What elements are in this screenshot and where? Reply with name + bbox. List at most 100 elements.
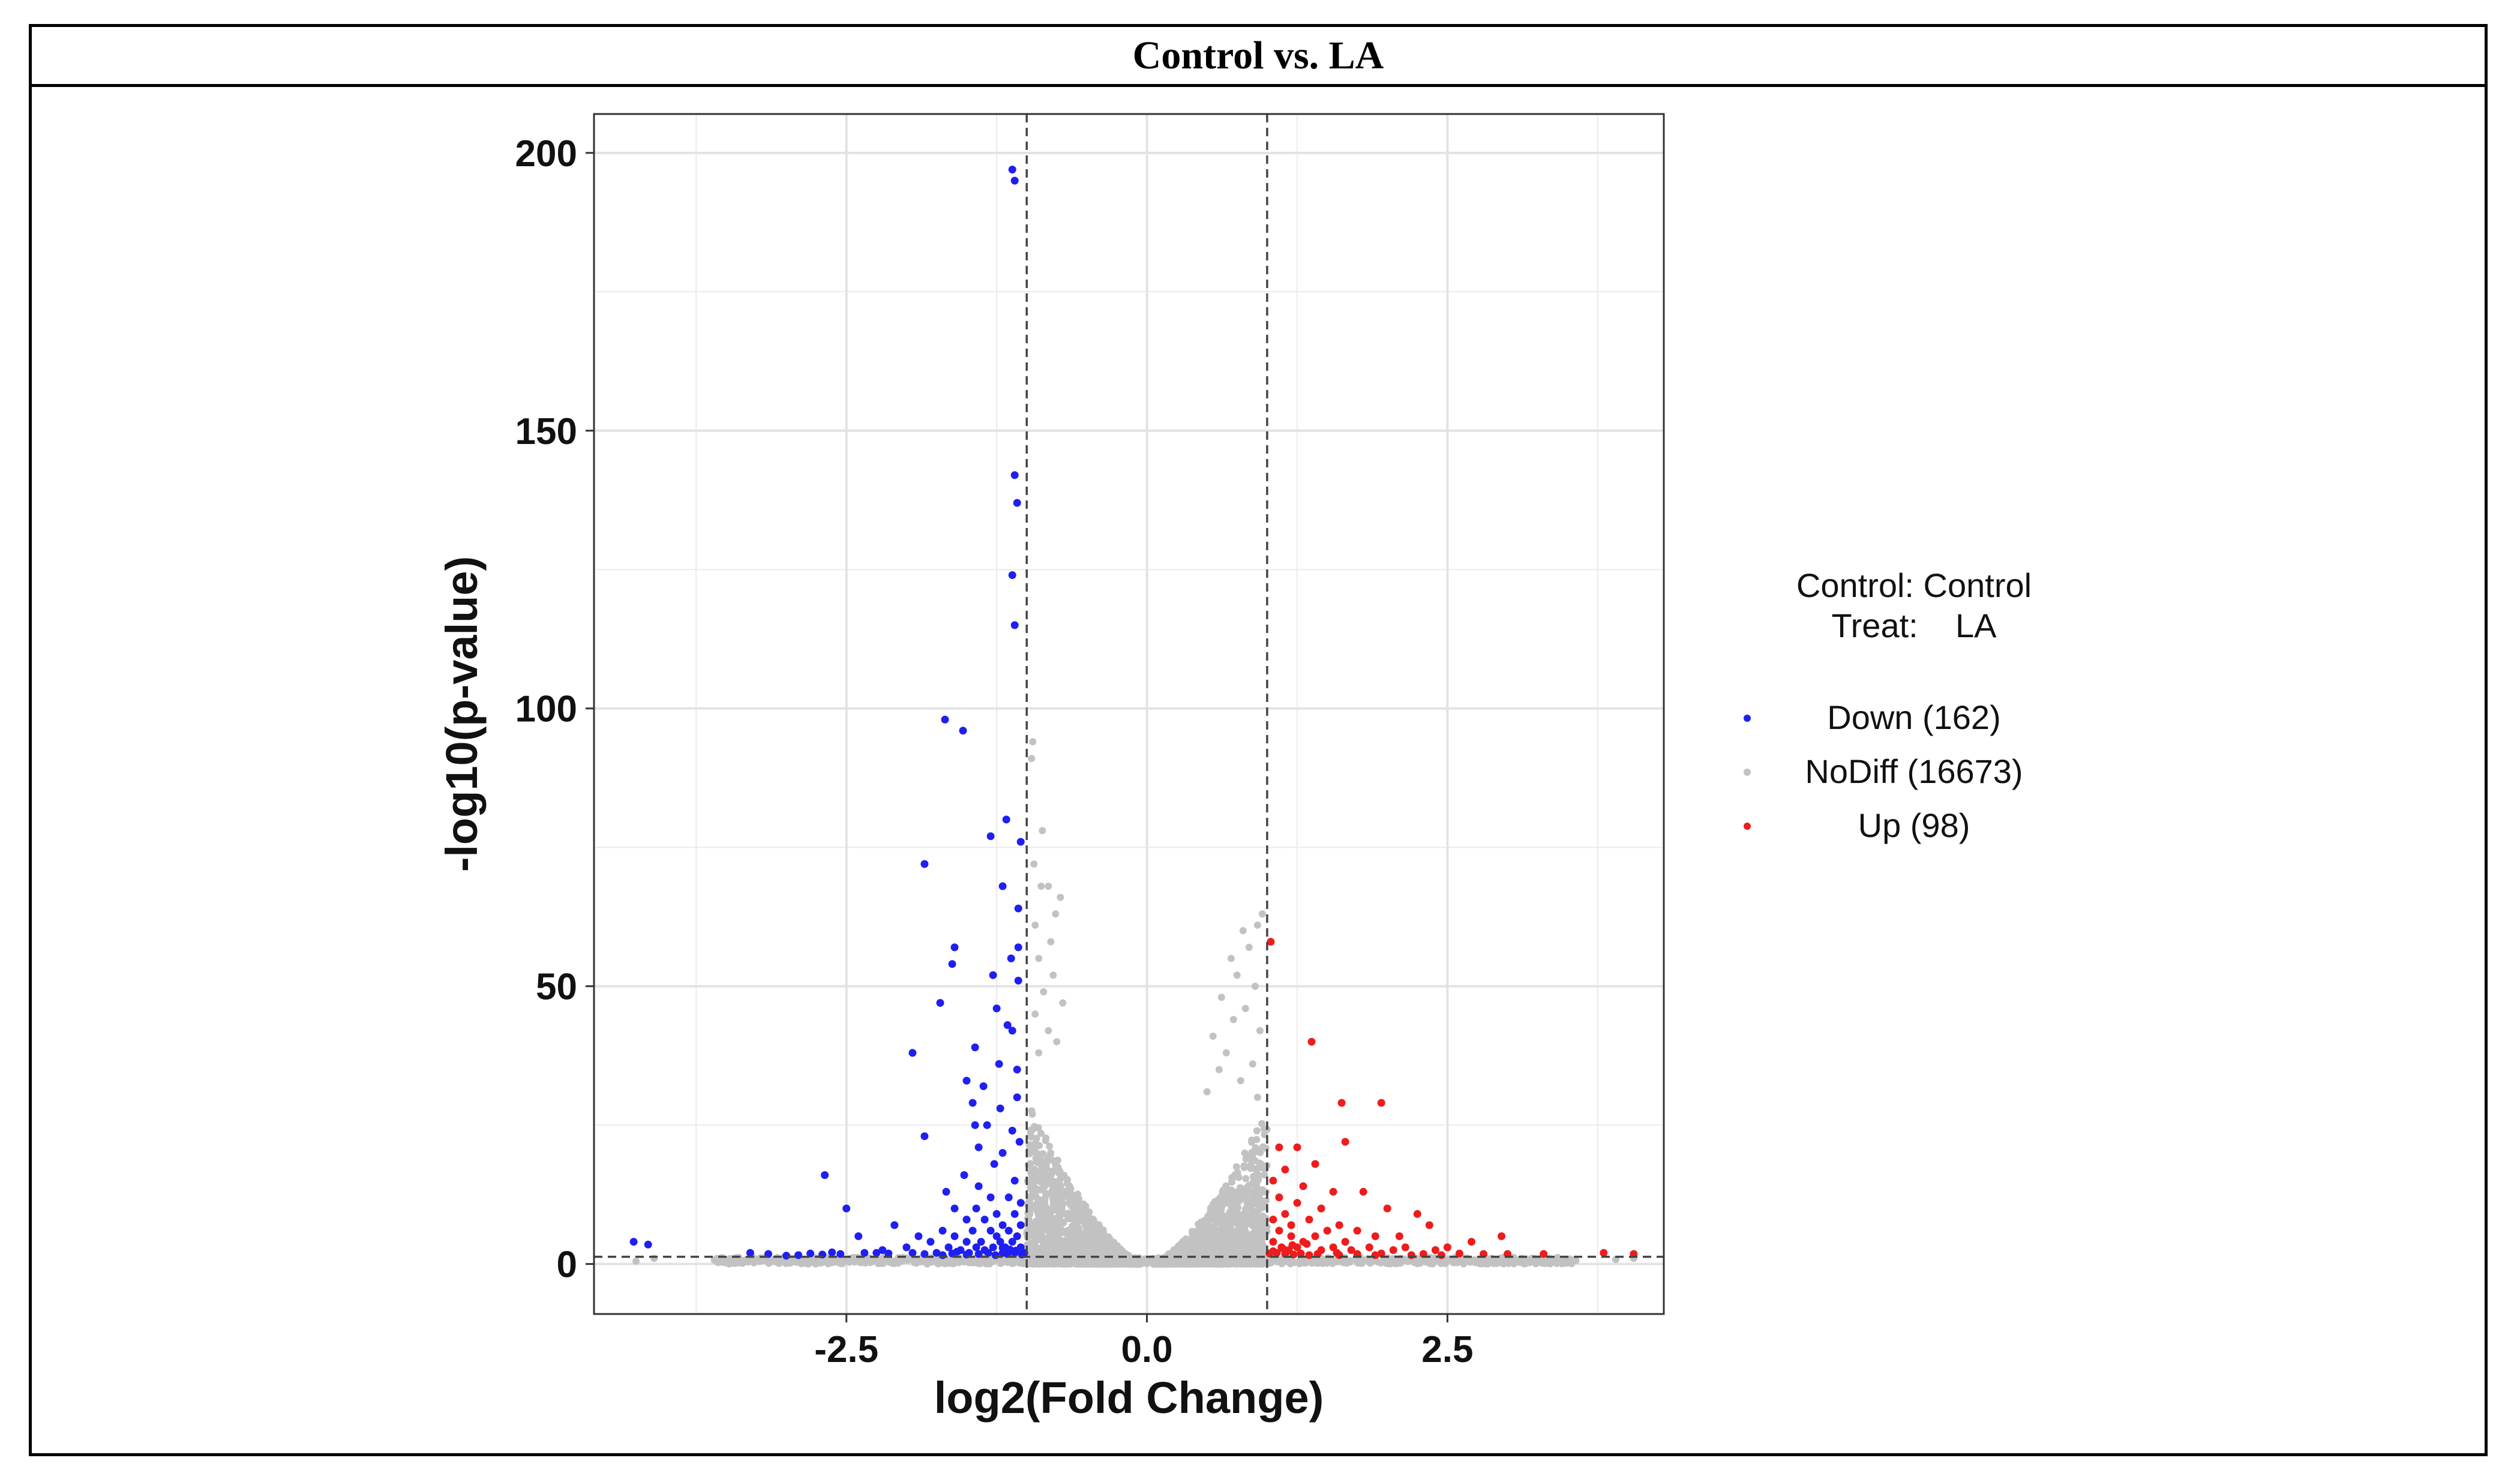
nodiff-point [1035,955,1043,962]
nodiff-point [1087,1241,1094,1249]
up-point [1279,1244,1287,1253]
nodiff-point [1025,1226,1033,1233]
down-point [821,1171,829,1179]
down-point [992,1004,1001,1013]
up-point [1600,1249,1608,1257]
nodiff-point [1037,1260,1044,1267]
down-point [1008,1126,1016,1135]
up-point [1335,1251,1343,1259]
nodiff-point [1046,1142,1053,1150]
down-point [948,960,956,968]
nodiff-point [1207,1208,1214,1216]
up-point [1275,1143,1283,1151]
legend-label-nodiff: NoDiff (16673) [1805,752,2023,790]
nodiff-point [1036,1229,1043,1237]
nodiff-point [1253,1127,1261,1135]
legend-header-treat: Treat: LA [1832,607,1997,644]
down-point [974,1143,983,1151]
nodiff-point [904,1256,911,1264]
nodiff-point [1070,1241,1078,1249]
nodiff-point [1289,1258,1296,1265]
nodiff-point [1037,1245,1045,1253]
down-point [962,1076,971,1085]
nodiff-point [925,1256,932,1264]
x-tick-label: 2.5 [1421,1329,1473,1370]
nodiff-point [1031,1170,1039,1178]
down-point [878,1246,887,1254]
nodiff-point [856,1256,863,1264]
up-point [1395,1232,1403,1240]
down-point [1010,1177,1019,1185]
up-point [1540,1250,1548,1258]
up-point [1288,1241,1297,1249]
nodiff-point [1028,755,1036,763]
nodiff-point [1240,1163,1248,1171]
nodiff-point [813,1259,821,1266]
down-point [1004,1193,1013,1202]
nodiff-point [1101,1232,1109,1240]
nodiff-point [1238,1216,1246,1223]
down-point [1012,1246,1020,1255]
nodiff-point [1043,1255,1051,1262]
up-point [1305,1251,1313,1259]
down-point [996,1238,1004,1246]
down-point [782,1252,790,1260]
nodiff-point [1058,1226,1066,1234]
down-point [908,1049,917,1057]
up-point [1413,1210,1421,1218]
nodiff-point [1215,1233,1223,1240]
down-point [944,1243,953,1252]
nodiff-point [1219,1186,1227,1194]
up-point [1377,1099,1385,1107]
up-point [1341,1138,1349,1146]
nodiff-point [1229,1247,1237,1255]
nodiff-point [986,1259,993,1267]
nodiff-point [949,1260,956,1268]
up-point [1281,1165,1289,1174]
nodiff-point [875,1260,882,1267]
nodiff-point [1256,1214,1264,1222]
down-point [890,1221,899,1229]
nodiff-point [1211,1216,1219,1224]
up-point [1468,1238,1475,1246]
down-point [1014,976,1022,985]
down-point [836,1250,845,1258]
down-point [644,1240,652,1249]
up-point [1383,1204,1391,1213]
nodiff-point [1229,1016,1237,1024]
legend-key-nodiff [1744,769,1751,776]
figure-title-bar: Control vs. LA [32,27,2485,87]
up-point [1269,1238,1277,1246]
down-point [972,1243,980,1252]
nodiff-point [844,1257,851,1265]
nodiff-point [1040,988,1048,995]
nodiff-point [1240,1248,1248,1256]
nodiff-point [1247,1153,1255,1160]
down-point [996,1104,1004,1112]
nodiff-point [1196,1221,1204,1229]
nodiff-point [1403,1256,1411,1264]
nodiff-point [1087,1231,1094,1239]
nodiff-point [1049,1259,1057,1267]
nodiff-point [1039,827,1046,835]
nodiff-point [1256,1225,1264,1232]
figure-frame: Control vs. LA [29,24,2488,1456]
down-point [960,1171,968,1179]
legend-key-up [1744,823,1751,830]
up-point [1323,1226,1331,1235]
down-point [971,1121,979,1129]
down-point [938,1226,947,1235]
down-point [1008,1238,1016,1246]
down-point [962,1238,971,1246]
down-point [926,1238,935,1246]
nodiff-point [1049,1200,1057,1208]
down-point [950,943,959,952]
down-point [984,1249,992,1257]
nodiff-point [1189,1244,1197,1252]
nodiff-point [632,1258,640,1265]
down-point [1013,1093,1021,1102]
down-point [968,1226,977,1235]
nodiff-point [1125,1259,1133,1267]
down-point [1013,499,1021,507]
down-point [998,882,1007,890]
